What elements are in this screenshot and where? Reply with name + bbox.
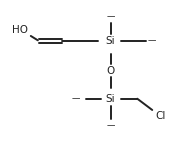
Text: Si: Si (106, 94, 115, 104)
Text: —: — (71, 94, 80, 103)
Text: HO: HO (12, 25, 28, 35)
Text: Si: Si (106, 36, 115, 46)
Text: Cl: Cl (156, 111, 166, 121)
Text: —: — (106, 121, 115, 130)
Text: —: — (106, 12, 115, 21)
Text: —: — (147, 37, 156, 46)
Text: O: O (106, 66, 115, 75)
